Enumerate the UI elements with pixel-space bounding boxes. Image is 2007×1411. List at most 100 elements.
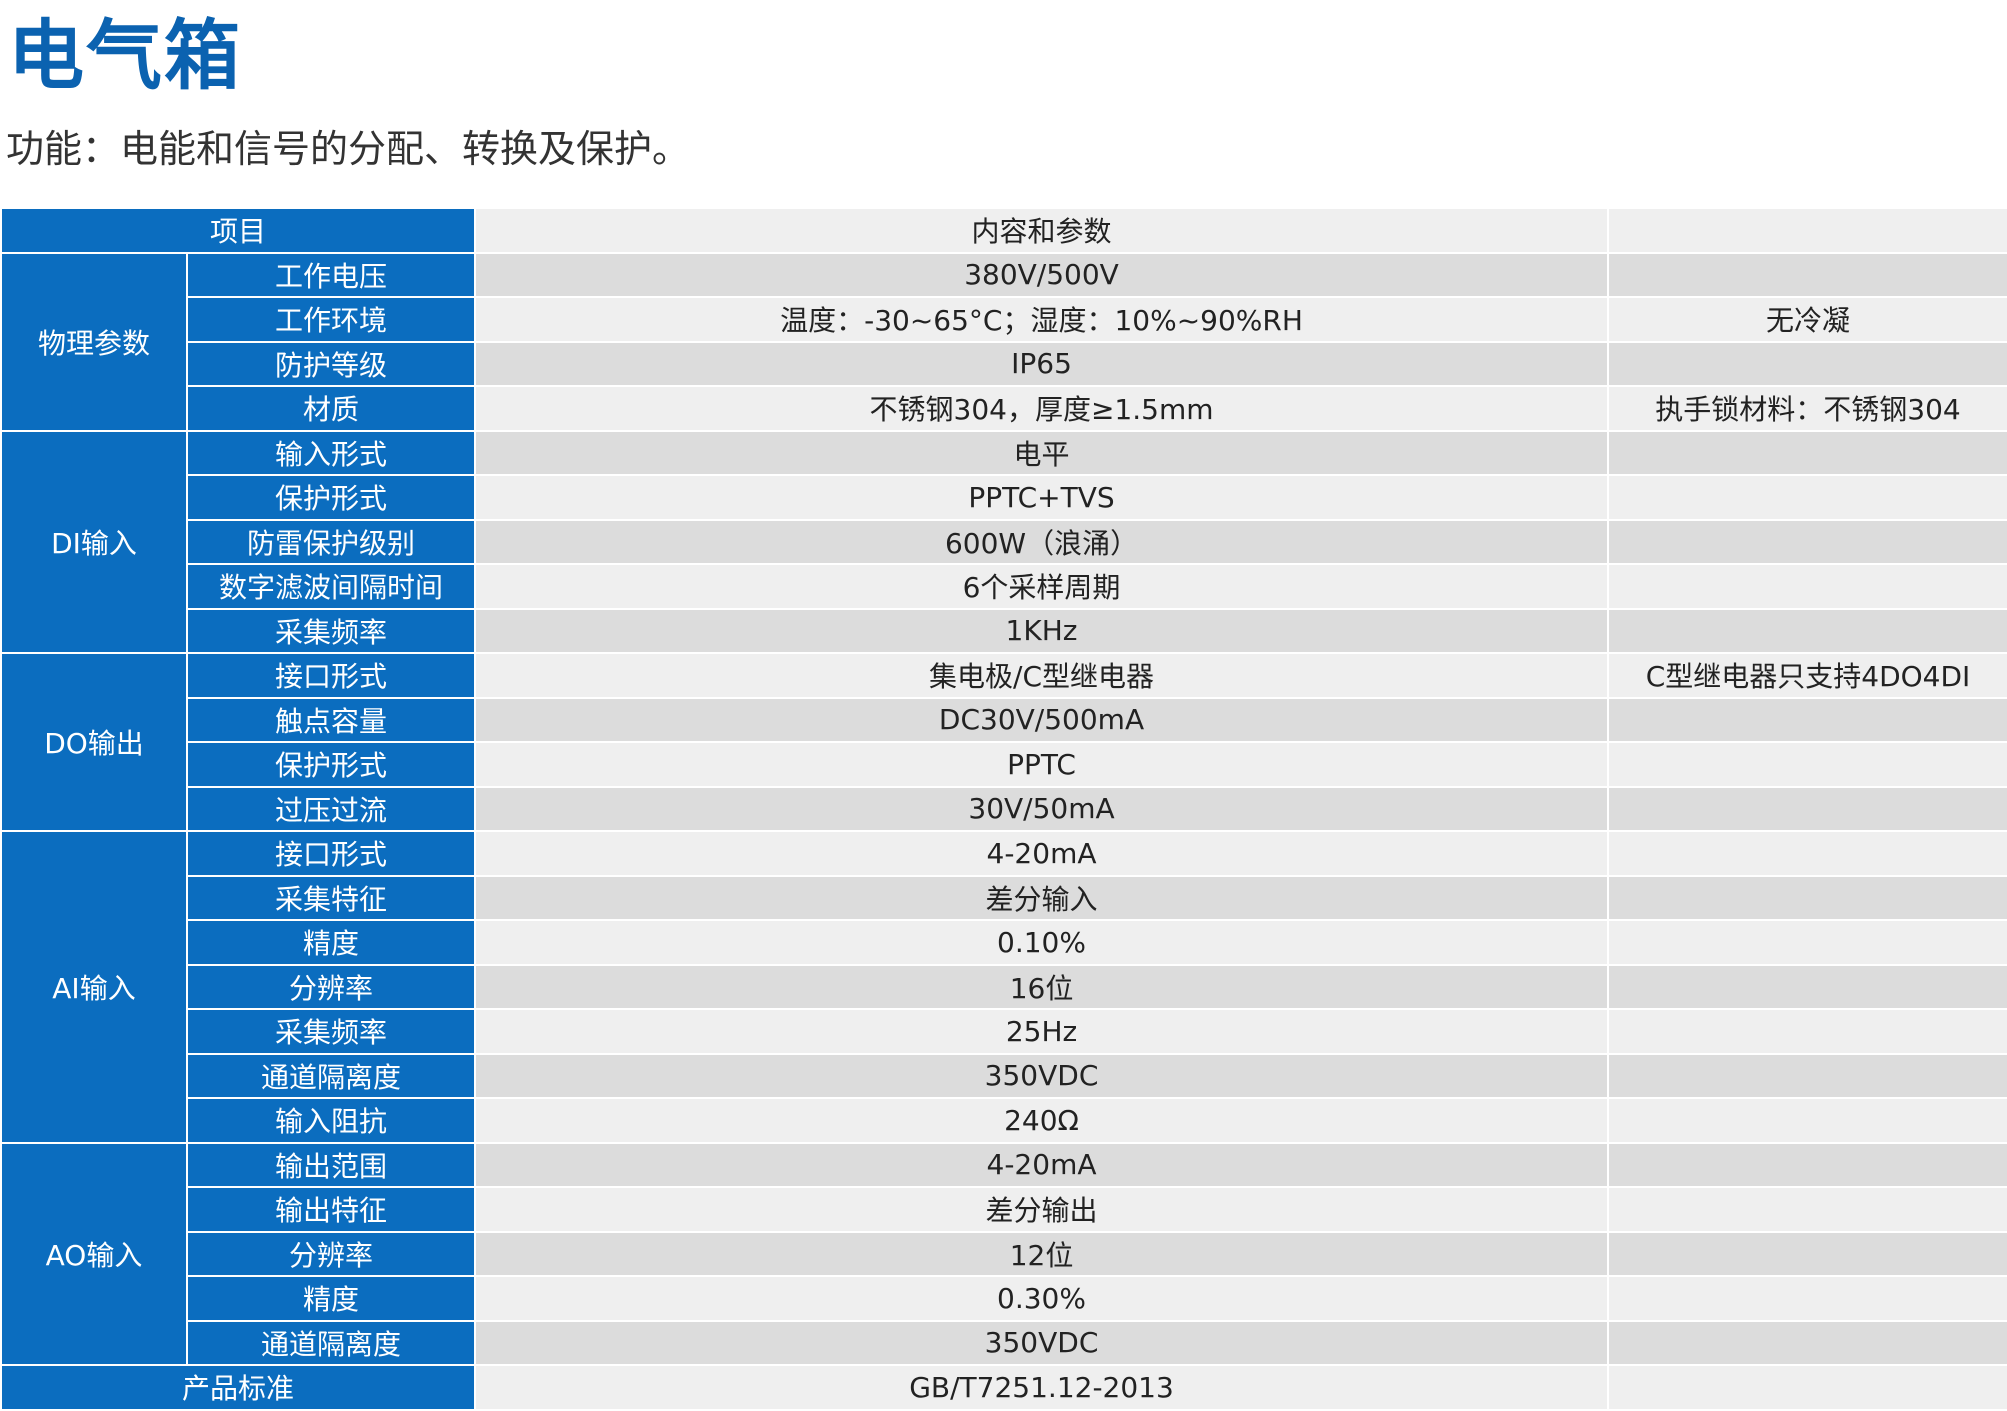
note-cell: C型继电器只支持4DO4DI [1607,652,2007,699]
note-cell [1607,251,2007,298]
content-cell: 电平 [474,429,1610,476]
table-row: 保护形式 PPTC [1,741,2007,788]
note-cell: 无冷凝 [1607,296,2007,343]
group-cell: AO输入 [0,1141,188,1366]
item-cell: 输入阻抗 [185,1097,477,1144]
content-cell: 差分输出 [474,1186,1610,1233]
item-cell: 过压过流 [185,785,477,832]
group-cell: AI输入 [0,830,188,1144]
table-row: 物理参数 工作电压 380V/500V [0,251,2007,432]
item-cell: 输出特征 [185,1186,477,1233]
item-cell: 保护形式 [185,741,477,788]
table-row: DI输入 输入形式 电平 [0,429,2007,654]
note-cell [1607,340,2007,387]
item-cell: 分辨率 [185,1230,477,1277]
content-cell: 240Ω [474,1097,1610,1144]
note-cell [1607,919,2007,966]
content-cell: 25Hz [474,1008,1610,1055]
content-cell: 4-20mA [474,830,1610,877]
table-row: 工作环境 温度：-30~65°C；湿度：10%~90%RH 无冷凝 [1,296,2007,343]
table-row: DO输出 接口形式 集电极/C型继电器 C型继电器只支持4DO4DI [0,652,2007,832]
content-cell: 12位 [474,1230,1610,1277]
item-cell: 精度 [185,1275,477,1322]
table-row: 防雷保护级别 600W（浪涌） [1,518,2007,565]
note-cell [1607,518,2007,565]
item-cell: 材质 [185,385,477,432]
content-cell: PPTC [474,741,1610,788]
table-row: 输出特征 差分输出 [1,1186,2007,1233]
note-cell [1607,429,2007,476]
item-cell: 通道隔离度 [185,1319,477,1366]
content-cell: 350VDC [474,1319,1610,1366]
table-row: 分辨率 12位 [1,1230,2007,1277]
table-row: 材质 不锈钢304，厚度≥1.5mm 执手锁材料：不锈钢304 [1,385,2007,432]
item-cell: 防护等级 [185,340,477,387]
item-cell: 防雷保护级别 [185,518,477,565]
note-cell: 执手锁材料：不锈钢304 [1607,385,2007,432]
table-row: AI输入 接口形式 4-20mA [0,830,2007,1144]
item-cell: 数字滤波间隔时间 [185,563,477,610]
note-cell [1607,1052,2007,1099]
content-cell: IP65 [474,340,1610,387]
item-cell: 接口形式 [185,652,477,699]
note-cell [1607,1230,2007,1277]
table-row: AO输入 输出范围 4-20mA [0,1141,2007,1366]
note-cell [1607,1319,2007,1366]
item-cell: 精度 [185,919,477,966]
item-cell: 工作环境 [185,296,477,343]
content-cell: 30V/50mA [474,785,1610,832]
item-cell: 输出范围 [185,1141,477,1188]
note-cell [1607,563,2007,610]
content-cell: 集电极/C型继电器 [474,652,1610,699]
note-cell [1607,474,2007,521]
content-cell: 0.10% [474,919,1610,966]
note-cell [1607,830,2007,877]
item-cell: 分辨率 [185,963,477,1010]
note-cell [1607,1141,2007,1188]
note-cell [1607,741,2007,788]
note-cell [1607,607,2007,654]
content-cell: 1KHz [474,607,1610,654]
item-cell: 通道隔离度 [185,1052,477,1099]
table-row: 采集特征 差分输入 [1,874,2007,921]
table-row: 输入阻抗 240Ω [1,1097,2007,1144]
note-cell [1607,1097,2007,1144]
title: 电气箱 [8,11,242,100]
item-cell: 接口形式 [185,830,477,877]
note-cell [1607,963,2007,1010]
table-row: 采集频率 1KHz [1,607,2007,654]
item-cell: 采集频率 [185,1008,477,1055]
table-row: 数字滤波间隔时间 6个采样周期 [1,563,2007,610]
table-row: 项目 内容和参数 [0,207,2007,254]
table-row: 防护等级 IP65 [1,340,2007,387]
table-row: 精度 0.10% [1,919,2007,966]
note-cell [1607,1275,2007,1322]
table-row: 保护形式 PPTC+TVS [1,474,2007,521]
content-cell: DC30V/500mA [474,696,1610,743]
footer-cell: 产品标准 [0,1364,477,1411]
note-cell [1607,1364,2007,1411]
item-cell: 输入形式 [185,429,477,476]
spec-table: 项目 内容和参数 物理参数 工作电压 380V/500V 工作环境 温度：-30~65°C；… [0,207,2007,1411]
content-cell: 16位 [474,963,1610,1010]
content-cell: 350VDC [474,1052,1610,1099]
item-cell: 工作电压 [185,251,477,298]
content-cell: 差分输入 [474,874,1610,921]
header-cell: 项目 [0,207,477,254]
table-row: 采集频率 25Hz [1,1008,2007,1055]
content-cell: 600W（浪涌） [474,518,1610,565]
group-cell: 物理参数 [0,251,188,432]
content-cell: 380V/500V [474,251,1610,298]
content-cell: 温度：-30~65°C；湿度：10%~90%RH [474,296,1610,343]
note-cell [1607,696,2007,743]
note-cell [1607,1008,2007,1055]
note-cell [1607,1186,2007,1233]
group-cell: DO输出 [0,652,188,832]
table-row: 精度 0.30% [1,1275,2007,1322]
content-cell: PPTC+TVS [474,474,1610,521]
note-cell [1607,874,2007,921]
item-cell: 采集频率 [185,607,477,654]
content-cell: 4-20mA [474,1141,1610,1188]
footer-cell: GB/T7251.12-2013 [474,1364,1610,1411]
